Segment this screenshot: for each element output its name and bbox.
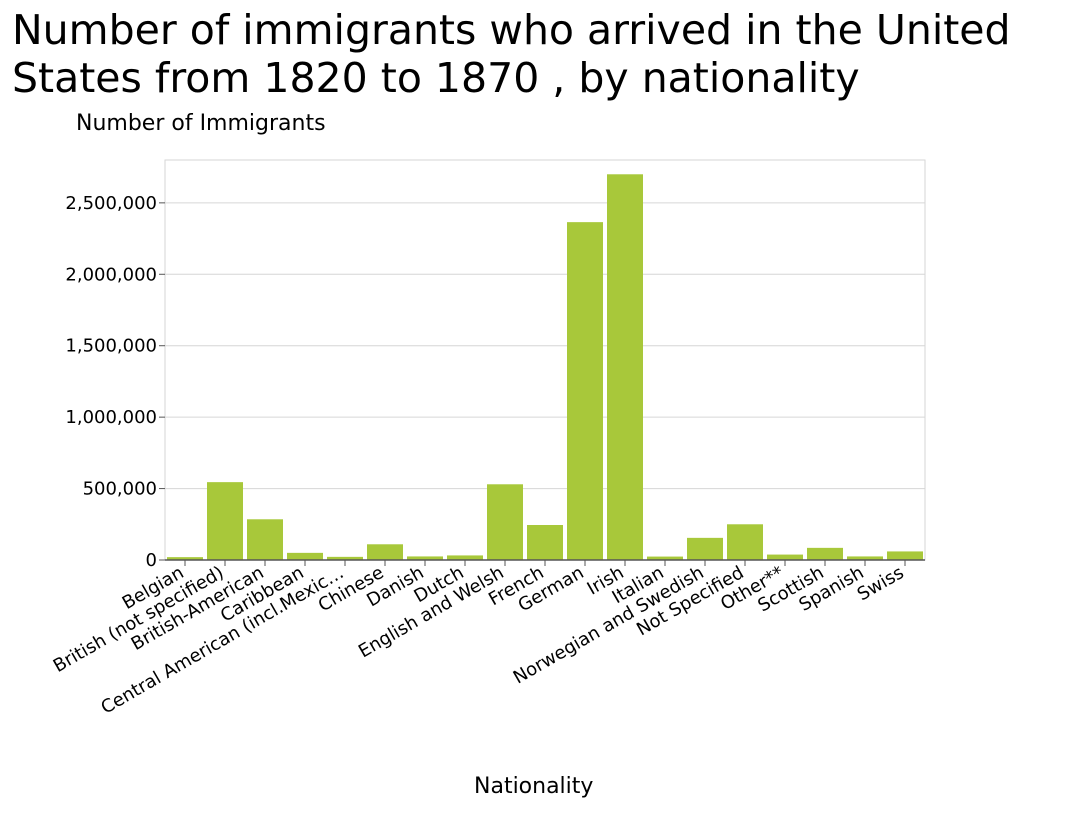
- bar: [487, 484, 523, 560]
- chart-title: Number of immigrants who arrived in the …: [12, 6, 1011, 102]
- bar: [807, 547, 843, 560]
- bar: [167, 557, 203, 560]
- bar: [767, 554, 803, 560]
- y-tick-label: 500,000: [83, 479, 157, 500]
- y-ticks: 0 500,000 1,000,000 1,500,000 2,000,000 2,500…: [65, 193, 165, 571]
- bar: [687, 537, 723, 560]
- bar: [207, 482, 243, 560]
- y-axis-label: Number of Immigrants: [76, 111, 326, 136]
- bar: [327, 556, 363, 560]
- bar: [887, 551, 923, 560]
- bar: [527, 525, 563, 560]
- bar: [647, 556, 683, 560]
- y-tick-label: 2,000,000: [65, 264, 157, 285]
- bar: [847, 556, 883, 560]
- x-tick-label: Swiss: [854, 562, 908, 605]
- bar: [247, 519, 283, 560]
- bar: [607, 174, 643, 561]
- x-axis-label: Nationality: [474, 774, 594, 799]
- gridlines: [165, 202, 925, 490]
- y-tick-label: 1,000,000: [65, 407, 157, 428]
- bar: [367, 544, 403, 560]
- plot-frame: [164, 159, 926, 561]
- y-tick-label: 2,500,000: [65, 193, 157, 214]
- bar: [447, 555, 483, 560]
- bar: [567, 222, 603, 560]
- bars: [167, 174, 923, 561]
- y-tick-label: 0: [146, 550, 157, 571]
- bar: [407, 556, 443, 560]
- y-tick-label: 1,500,000: [65, 336, 157, 357]
- bar: [727, 524, 763, 560]
- bar: [287, 552, 323, 560]
